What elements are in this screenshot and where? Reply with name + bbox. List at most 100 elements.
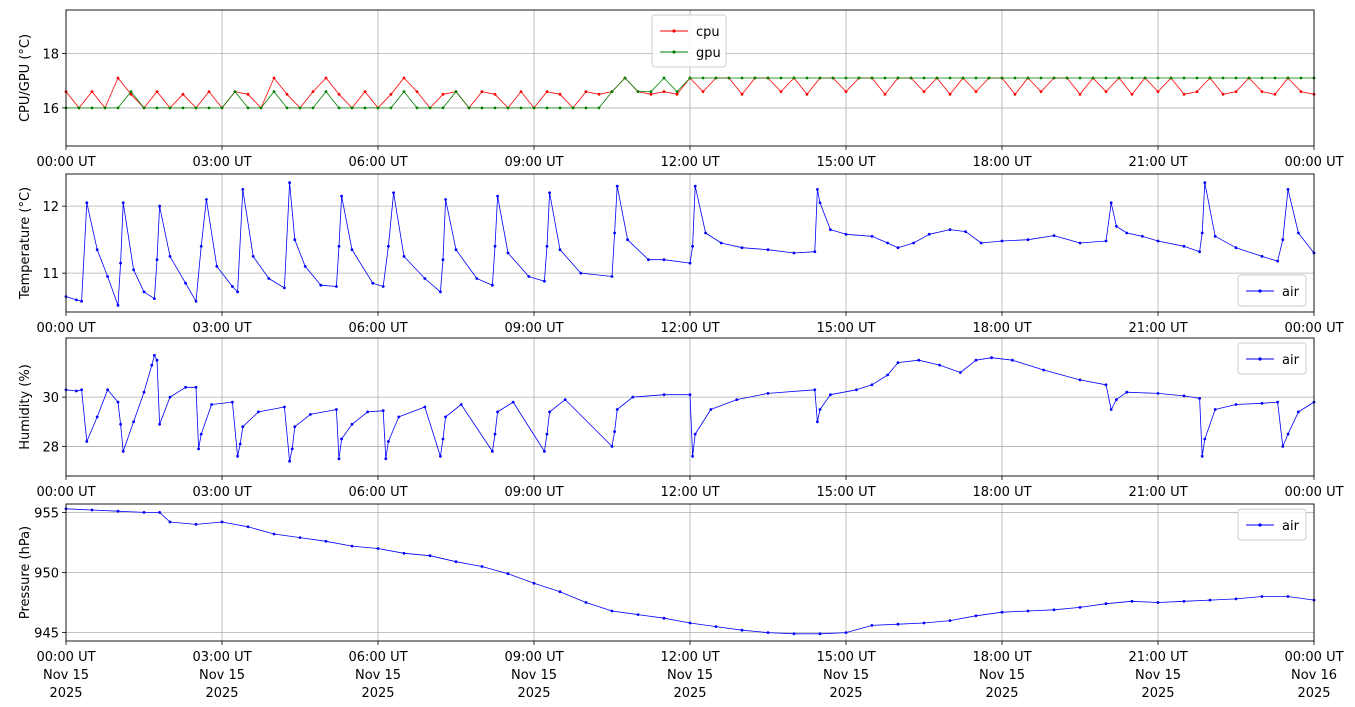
data-point: [340, 437, 343, 441]
data-point: [480, 565, 484, 568]
data-point: [844, 232, 848, 236]
x-tick-label: 15:00 UT: [816, 485, 875, 500]
data-point: [1221, 92, 1225, 96]
data-point: [610, 445, 614, 448]
x-date-label: Nov 15: [43, 668, 89, 683]
y-tick-label: 955: [34, 506, 59, 521]
data-point: [1026, 238, 1030, 242]
x-tick-label: 21:00 UT: [1128, 650, 1187, 665]
data-point: [1198, 250, 1201, 254]
data-point: [792, 632, 796, 636]
series-line-air: [65, 508, 1315, 635]
data-point: [545, 106, 549, 110]
y-axis-label: Humidity (%): [18, 364, 33, 450]
data-point: [95, 415, 99, 419]
data-point: [883, 92, 887, 96]
data-point: [896, 76, 900, 80]
data-point: [1039, 90, 1043, 93]
data-point: [1182, 244, 1186, 248]
data-point: [647, 258, 650, 262]
data-point: [402, 76, 406, 80]
data-point: [324, 539, 328, 543]
series-markers-gpu: [64, 76, 1316, 110]
data-point: [1260, 76, 1264, 80]
data-point: [168, 520, 172, 524]
data-point: [168, 255, 172, 258]
x-date-label: Nov 15: [355, 668, 401, 683]
data-point: [116, 76, 120, 80]
data-point: [766, 76, 770, 80]
data-point: [693, 432, 697, 436]
data-point: [1065, 76, 1069, 80]
data-point: [917, 358, 921, 362]
data-point: [1091, 76, 1095, 80]
data-point: [610, 90, 614, 93]
y-tick-label: 945: [34, 627, 59, 642]
data-point: [818, 76, 822, 80]
y-tick-label: 11: [42, 267, 59, 282]
data-point: [459, 403, 463, 406]
data-point: [116, 509, 120, 513]
data-point: [116, 106, 120, 110]
data-point: [1297, 231, 1300, 235]
x-tick-label: 00:00 UT: [36, 321, 95, 336]
x-tick-label: 09:00 UT: [504, 485, 563, 500]
data-point: [1203, 437, 1207, 441]
x-tick-label: 06:00 UT: [348, 155, 407, 170]
data-point: [257, 410, 260, 414]
y-axis-label: Temperature (°C): [18, 187, 33, 300]
x-tick-label: 12:00 UT: [660, 321, 719, 336]
data-point: [1276, 259, 1279, 263]
legend-marker-air: [1258, 289, 1262, 293]
x-tick-label: 09:00 UT: [504, 155, 563, 170]
data-point: [813, 388, 817, 392]
data-point: [194, 385, 198, 389]
data-point: [818, 201, 822, 205]
data-point: [545, 244, 549, 248]
data-point: [119, 422, 122, 426]
data-point: [493, 432, 497, 436]
data-point: [1042, 368, 1045, 372]
data-point: [662, 76, 666, 80]
data-point: [506, 572, 510, 576]
x-date-label: Nov 15: [511, 668, 557, 683]
data-point: [389, 92, 393, 96]
data-point: [272, 532, 276, 536]
legend-box: [1237, 342, 1307, 375]
data-point: [381, 409, 385, 413]
x-tick-label: 12:00 UT: [660, 155, 719, 170]
data-point: [480, 106, 484, 110]
data-point: [1125, 390, 1129, 394]
data-point: [714, 625, 718, 628]
data-point: [428, 554, 432, 558]
data-point: [444, 415, 447, 419]
data-point: [288, 459, 291, 463]
data-point: [220, 106, 224, 110]
data-point: [129, 92, 133, 96]
data-point: [909, 76, 913, 80]
data-point: [979, 241, 983, 245]
data-point: [990, 356, 993, 360]
data-point: [1286, 432, 1290, 436]
data-point: [150, 363, 154, 367]
data-point: [1000, 76, 1004, 80]
x-date-label: Nov 15: [199, 668, 245, 683]
data-point: [886, 373, 889, 377]
data-point: [1052, 76, 1056, 80]
data-point: [1203, 181, 1207, 185]
data-point: [75, 298, 78, 302]
data-point: [753, 76, 757, 80]
data-point: [337, 92, 341, 96]
data-point: [439, 290, 442, 294]
data-point: [272, 76, 276, 80]
data-point: [532, 106, 536, 110]
data-point: [363, 106, 367, 110]
data-point: [649, 92, 653, 96]
y-tick-label: 18: [42, 48, 59, 63]
legend: air: [1237, 274, 1307, 307]
x-date-label: Nov 15: [823, 668, 869, 683]
data-point: [1221, 76, 1225, 80]
data-point: [402, 90, 406, 93]
data-point: [207, 106, 211, 110]
data-point: [241, 425, 245, 429]
